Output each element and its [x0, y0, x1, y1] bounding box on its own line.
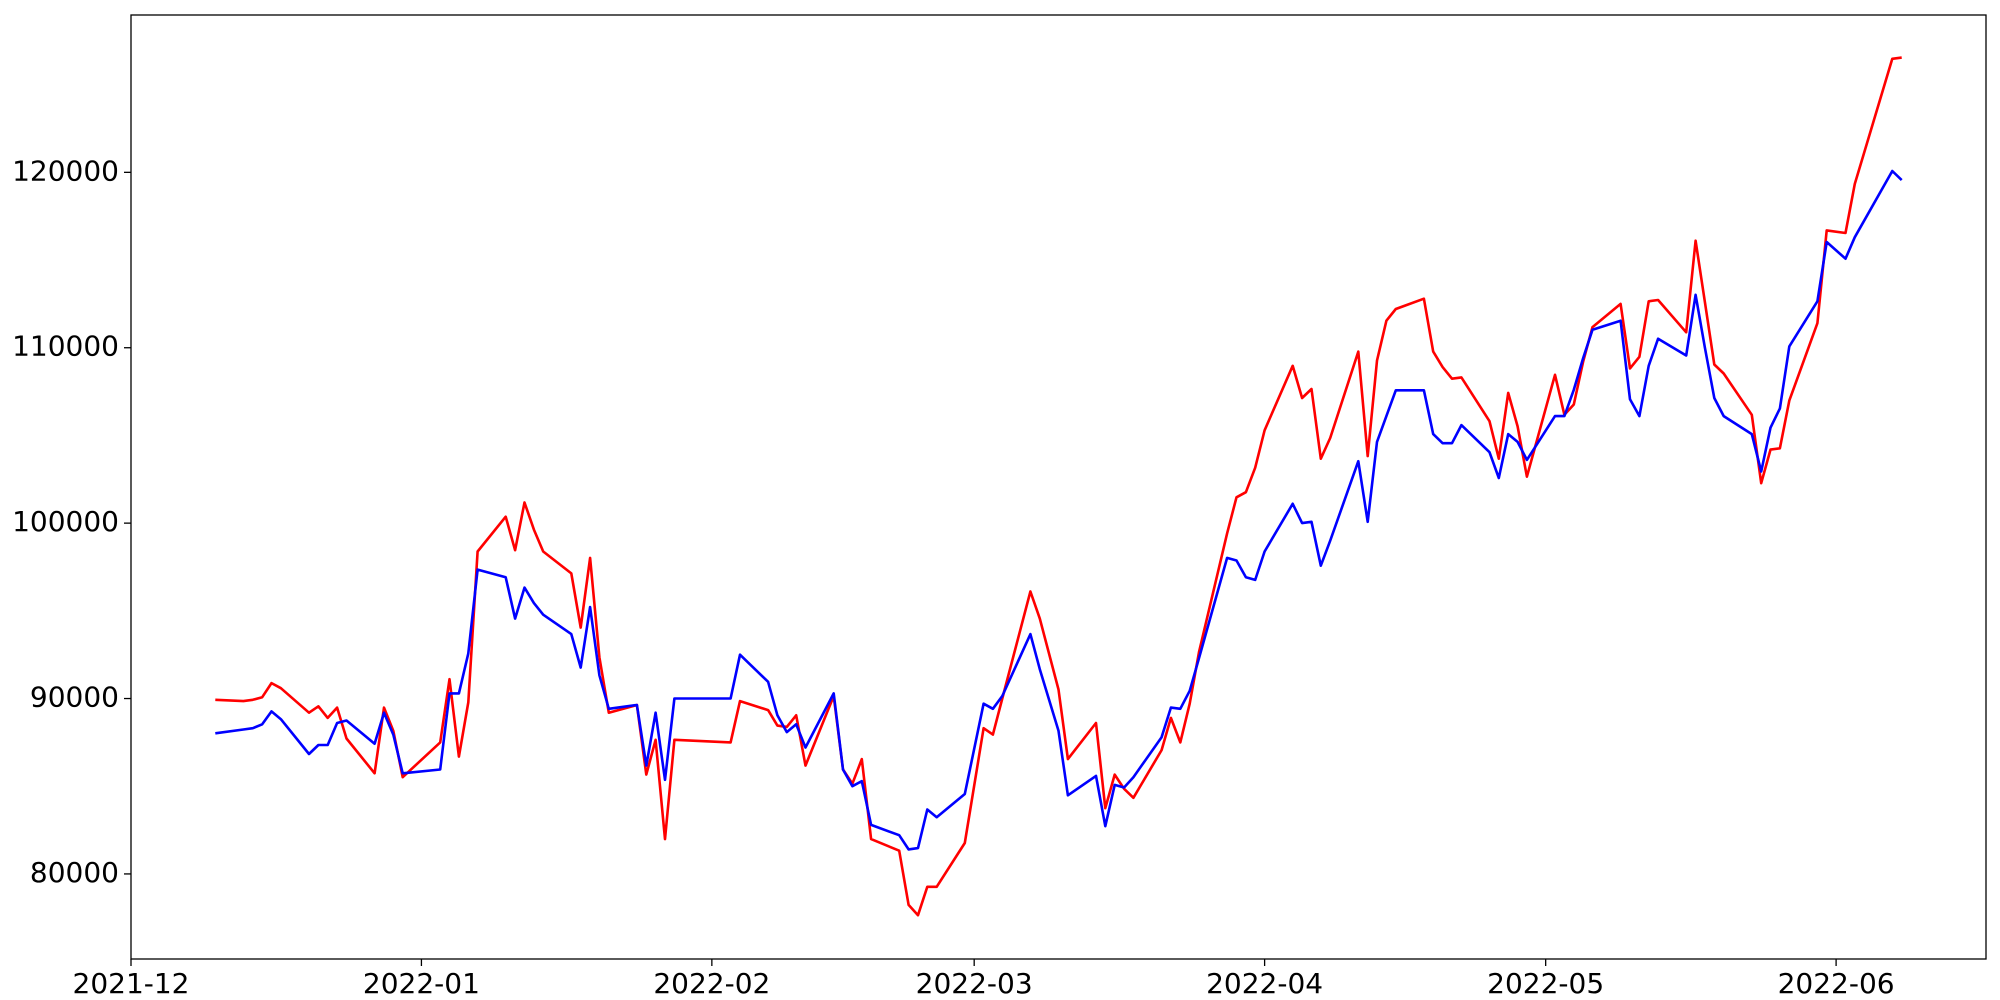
y-tick-label: 100000 — [12, 505, 119, 538]
y-tick-label: 90000 — [30, 681, 119, 714]
x-tick-label: 2022-04 — [1206, 967, 1323, 1000]
y-tick-label: 120000 — [12, 154, 119, 187]
x-tick-label: 2022-05 — [1487, 967, 1604, 1000]
series-line — [215, 169, 1903, 851]
y-tick-label: 80000 — [30, 856, 119, 889]
series-line — [215, 56, 1902, 917]
plot-frame — [130, 14, 1987, 960]
y-tick-label: 110000 — [12, 330, 119, 363]
x-tick-label: 2022-06 — [1778, 967, 1895, 1000]
x-tick-label: 2022-02 — [653, 967, 770, 1000]
x-tick-label: 2022-01 — [363, 967, 480, 1000]
x-tick-label: 2021-12 — [73, 967, 190, 1000]
x-tick-label: 2022-03 — [916, 967, 1033, 1000]
